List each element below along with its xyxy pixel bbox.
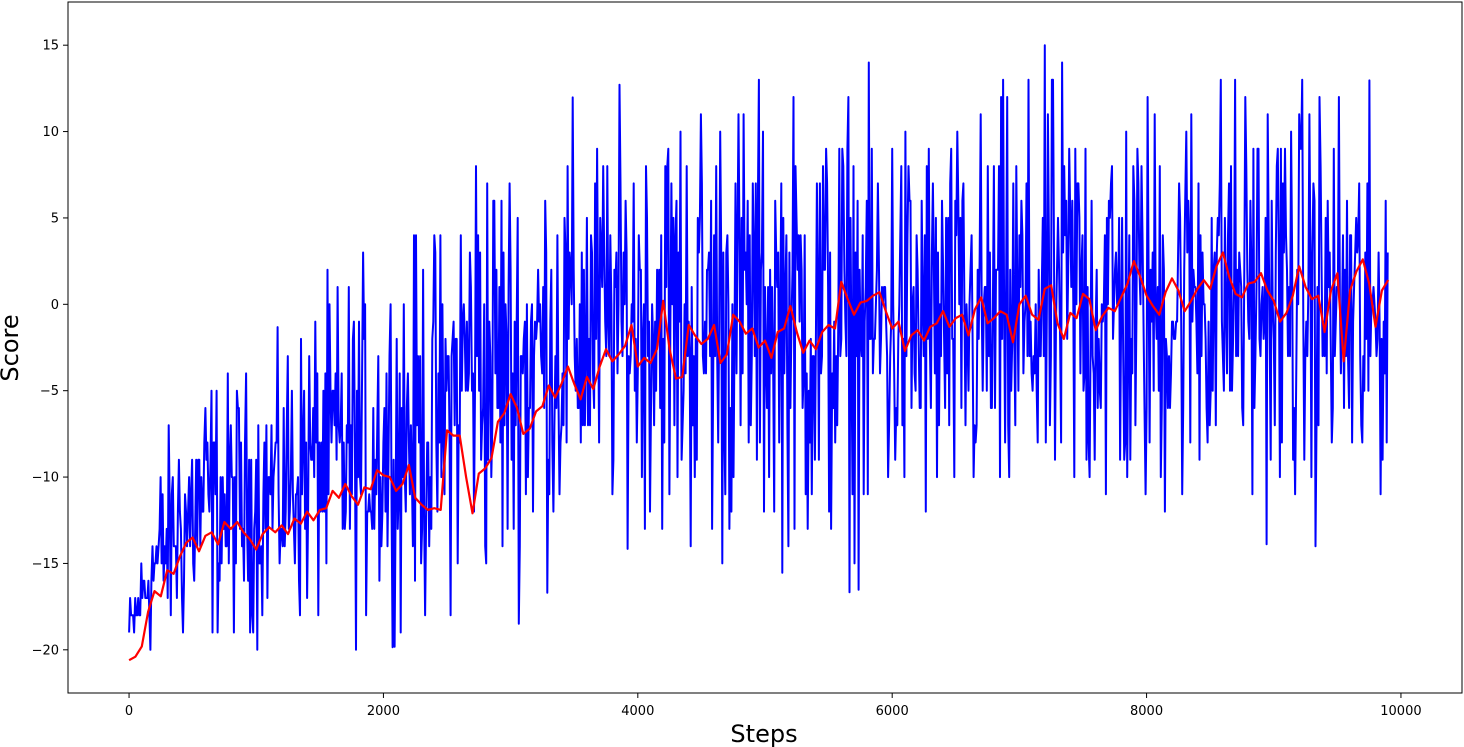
plot-frame — [67, 1, 1463, 694]
score-line — [128, 44, 1389, 651]
moving-average-group — [128, 251, 1390, 662]
x-tick-label: 6000 — [876, 704, 909, 719]
y-tick-label: 5 — [51, 211, 59, 226]
y-tick-label: 10 — [42, 125, 59, 140]
x-axis-title: Steps — [730, 720, 797, 747]
y-tick-label: −20 — [32, 643, 59, 658]
moving-average-line — [128, 251, 1390, 662]
x-tick-label: 8000 — [1130, 704, 1163, 719]
score-series-group — [128, 44, 1389, 651]
x-tick-label: 4000 — [621, 704, 654, 719]
x-axis: 0 2000 4000 6000 8000 10000 — [125, 693, 1422, 719]
y-axis-title: Score — [0, 314, 24, 381]
y-tick-label: −15 — [32, 557, 59, 572]
x-tick-label: 10000 — [1380, 704, 1421, 719]
y-tick-label: −10 — [32, 471, 59, 486]
y-tick-label: −5 — [40, 384, 59, 399]
x-tick-label: 0 — [125, 704, 133, 719]
y-tick-label: 15 — [42, 39, 59, 54]
x-tick-label: 2000 — [367, 704, 400, 719]
y-tick-label: 0 — [51, 298, 59, 313]
y-axis: 15 10 5 0 −5 −10 −15 −20 — [32, 39, 68, 658]
